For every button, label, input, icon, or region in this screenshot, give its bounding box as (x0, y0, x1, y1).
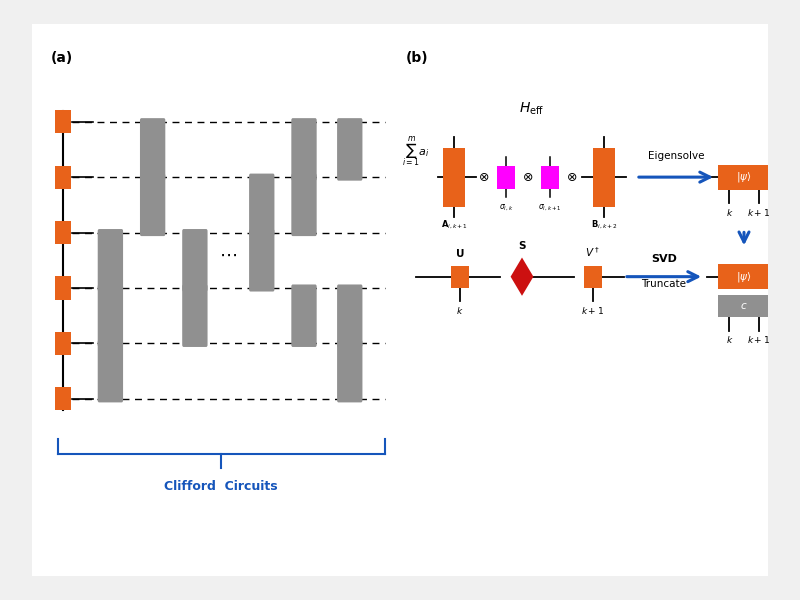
FancyBboxPatch shape (291, 118, 317, 181)
Text: Truncate: Truncate (642, 279, 686, 289)
FancyBboxPatch shape (718, 164, 770, 190)
Text: $\sigma_{i,k}$: $\sigma_{i,k}$ (499, 202, 513, 212)
Text: $k+1$: $k+1$ (747, 334, 770, 346)
FancyBboxPatch shape (451, 266, 469, 288)
FancyBboxPatch shape (98, 340, 123, 403)
Text: $\sigma_{i,k+1}$: $\sigma_{i,k+1}$ (538, 202, 562, 212)
Text: (a): (a) (50, 51, 73, 65)
Text: SVD: SVD (651, 254, 677, 264)
Text: U: U (456, 248, 464, 259)
Text: $\otimes$: $\otimes$ (478, 170, 490, 184)
Text: $c$: $c$ (740, 301, 748, 311)
FancyBboxPatch shape (337, 284, 362, 347)
Text: $\cdots$: $\cdots$ (219, 246, 238, 264)
FancyBboxPatch shape (54, 110, 71, 133)
FancyBboxPatch shape (443, 148, 465, 206)
Text: S: S (518, 241, 526, 251)
FancyBboxPatch shape (54, 387, 71, 410)
FancyBboxPatch shape (337, 340, 362, 403)
Polygon shape (510, 257, 534, 296)
FancyBboxPatch shape (497, 166, 515, 189)
Text: $k+1$: $k+1$ (582, 305, 604, 316)
Text: $k$: $k$ (456, 305, 464, 316)
FancyBboxPatch shape (291, 284, 317, 347)
FancyBboxPatch shape (541, 166, 559, 189)
Text: $k$: $k$ (726, 207, 733, 218)
Text: $V^\dagger$: $V^\dagger$ (586, 245, 600, 259)
FancyBboxPatch shape (182, 284, 207, 347)
Text: $\otimes$: $\otimes$ (566, 170, 578, 184)
Text: $|\psi\rangle$: $|\psi\rangle$ (736, 269, 752, 284)
Text: $|\psi\rangle$: $|\psi\rangle$ (736, 170, 752, 184)
FancyBboxPatch shape (718, 295, 770, 317)
Text: Clifford  Circuits: Clifford Circuits (165, 479, 278, 493)
Text: $\mathbf{A}_{i,k+1}$: $\mathbf{A}_{i,k+1}$ (441, 218, 467, 231)
Text: $k$: $k$ (726, 334, 733, 346)
FancyBboxPatch shape (54, 166, 71, 189)
FancyBboxPatch shape (140, 173, 166, 236)
Text: $\sum_{i=1}^{m}a_i$: $\sum_{i=1}^{m}a_i$ (402, 134, 430, 169)
Text: $H_{\rm eff}$: $H_{\rm eff}$ (519, 101, 545, 117)
FancyBboxPatch shape (249, 173, 274, 236)
FancyBboxPatch shape (291, 173, 317, 236)
FancyBboxPatch shape (337, 118, 362, 181)
Text: $\mathbf{B}_{i,k+2}$: $\mathbf{B}_{i,k+2}$ (590, 218, 618, 231)
Text: Eigensolve: Eigensolve (648, 151, 704, 161)
Text: (b): (b) (406, 51, 429, 65)
Text: $\otimes$: $\otimes$ (522, 170, 534, 184)
FancyBboxPatch shape (594, 148, 615, 206)
FancyBboxPatch shape (98, 229, 123, 292)
FancyBboxPatch shape (54, 221, 71, 244)
FancyBboxPatch shape (54, 332, 71, 355)
FancyBboxPatch shape (98, 284, 123, 347)
FancyBboxPatch shape (54, 277, 71, 299)
FancyBboxPatch shape (718, 264, 770, 289)
FancyBboxPatch shape (140, 118, 166, 181)
FancyBboxPatch shape (584, 266, 602, 288)
FancyBboxPatch shape (249, 229, 274, 292)
FancyBboxPatch shape (182, 229, 207, 292)
Text: $k+1$: $k+1$ (747, 207, 770, 218)
